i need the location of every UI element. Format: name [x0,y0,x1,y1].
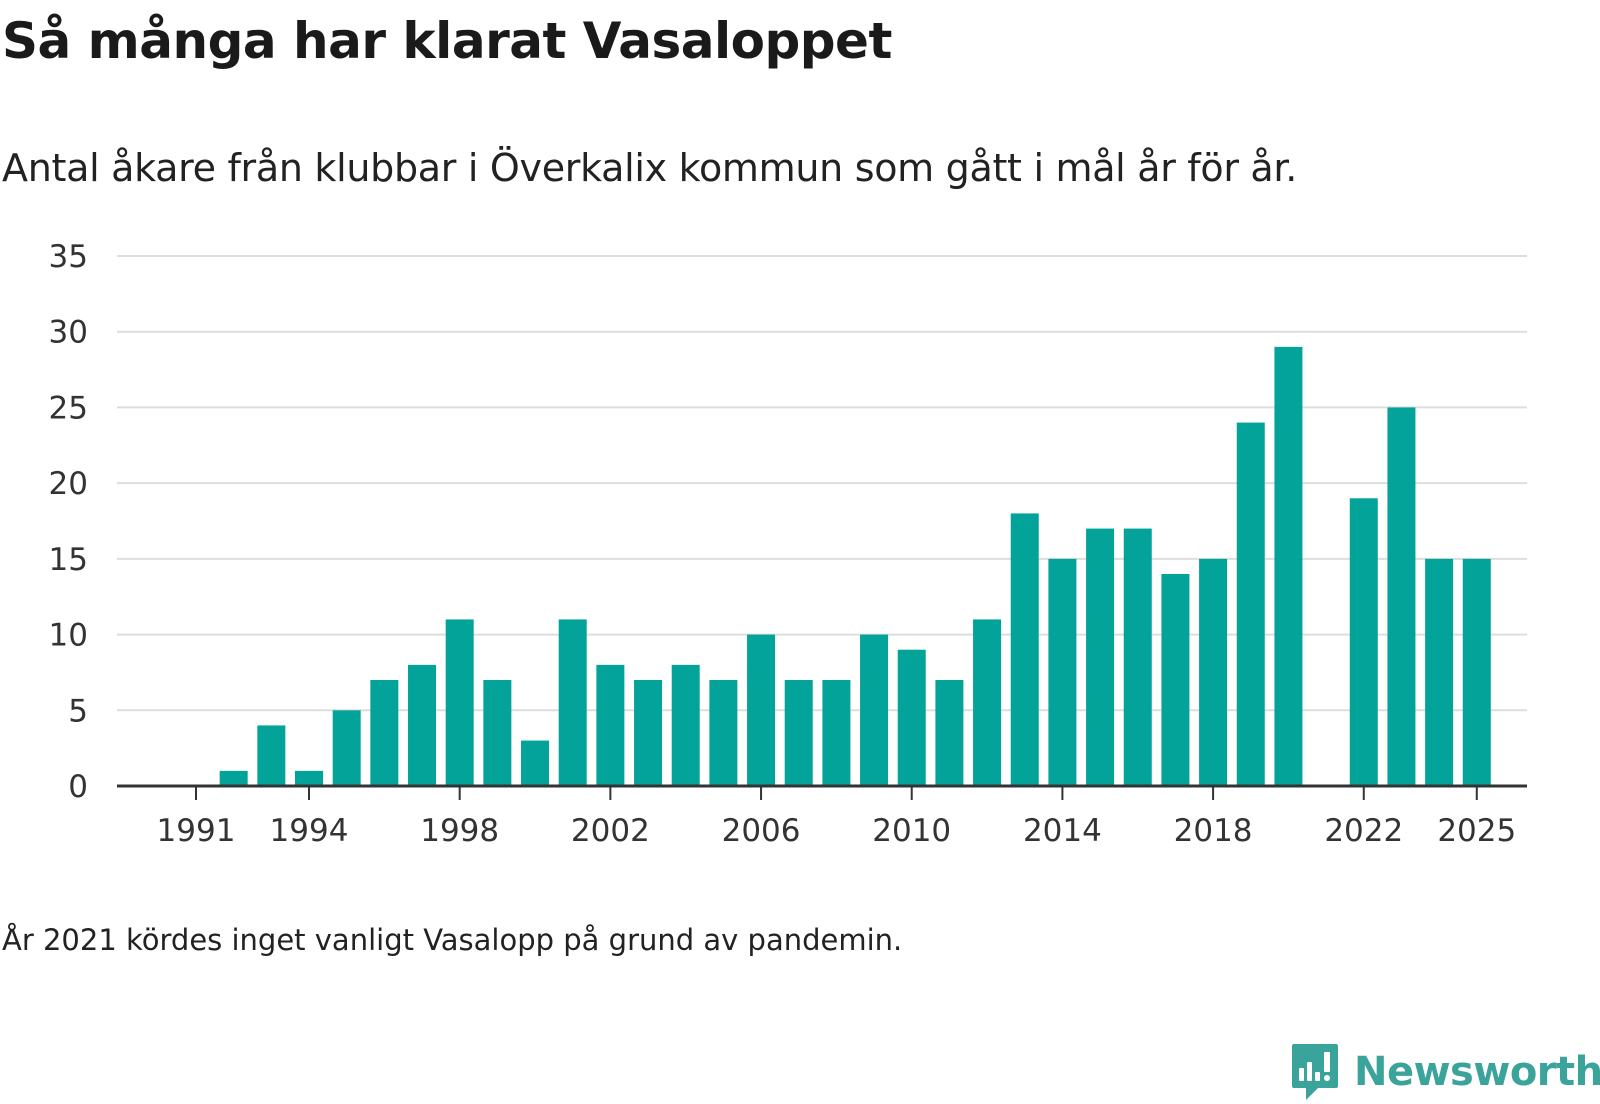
bar-2009[interactable] [860,634,889,786]
chart-subtitle: Antal åkare från klubbar i Överkalix kom… [2,146,1298,190]
bars [219,346,1491,786]
x-tick-label-2002: 2002 [571,813,650,849]
footnote: År 2021 kördes inget vanligt Vasalopp på… [2,923,903,957]
y-tick-label-15: 15 [49,542,88,578]
bar-1993[interactable] [257,725,286,786]
bar-1996[interactable] [370,680,399,786]
y-tick-label-20: 20 [49,466,88,502]
bar-2013[interactable] [1010,513,1039,786]
bar-1995[interactable] [332,710,361,786]
x-axis [117,784,1527,800]
bar-2016[interactable] [1123,528,1152,786]
x-tick-label-2022: 2022 [1324,813,1403,849]
bar-2025[interactable] [1462,558,1491,786]
bar-2020[interactable] [1274,346,1303,786]
bar-1994[interactable] [295,770,324,786]
bar-2001[interactable] [558,619,587,786]
x-tick-label-2006: 2006 [722,813,801,849]
bar-2000[interactable] [521,740,550,786]
y-tick-label-0: 0 [68,769,88,805]
y-tick-label-10: 10 [49,618,88,654]
newsworthy-logo[interactable]: Newsworthy [1290,1040,1600,1104]
bar-1999[interactable] [483,680,512,786]
y-tick-label-5: 5 [68,693,88,729]
x-axis-labels: 1991 1994 1998 2002 2006 2010 2014 2018 2022 2025 [157,813,1517,849]
bar-2003[interactable] [634,680,663,786]
x-tick-label-1991: 1991 [157,813,236,849]
y-axis-labels: 0 5 10 15 20 25 30 35 [49,239,88,805]
y-tick-label-35: 35 [49,239,88,275]
x-tick-label-2010: 2010 [872,813,951,849]
bar-2017[interactable] [1161,574,1190,786]
x-tick-label-1998: 1998 [420,813,499,849]
gridlines [117,255,1527,712]
y-tick-label-30: 30 [49,315,88,351]
bar-2004[interactable] [671,664,700,786]
bar-1998[interactable] [445,619,474,786]
x-tick-label-1994: 1994 [270,813,349,849]
bar-2012[interactable] [973,619,1002,786]
x-tick-label-2014: 2014 [1023,813,1102,849]
bar-1992[interactable] [219,770,248,786]
bar-2008[interactable] [822,680,851,786]
x-tick-label-2025: 2025 [1437,813,1516,849]
bar-2007[interactable] [784,680,813,786]
bar-2014[interactable] [1048,558,1077,786]
y-tick-label-25: 25 [49,390,88,426]
bar-2015[interactable] [1086,528,1115,786]
x-tick-label-2018: 2018 [1174,813,1253,849]
bar-2005[interactable] [709,680,738,786]
bar-2023[interactable] [1387,407,1416,786]
chart-title: Så många har klarat Vasaloppet [2,12,892,70]
bar-2011[interactable] [935,680,964,786]
newsworthy-wordmark: Newsworthy [1354,1049,1600,1095]
newsworthy-icon [1292,1044,1338,1100]
bar-2002[interactable] [596,664,625,786]
bar-2006[interactable] [747,634,776,786]
bar-2018[interactable] [1199,558,1228,786]
bar-2022[interactable] [1349,498,1378,786]
bar-2010[interactable] [897,649,926,786]
bar-2019[interactable] [1236,422,1265,786]
bar-2024[interactable] [1425,558,1454,786]
bar-1997[interactable] [408,664,437,786]
